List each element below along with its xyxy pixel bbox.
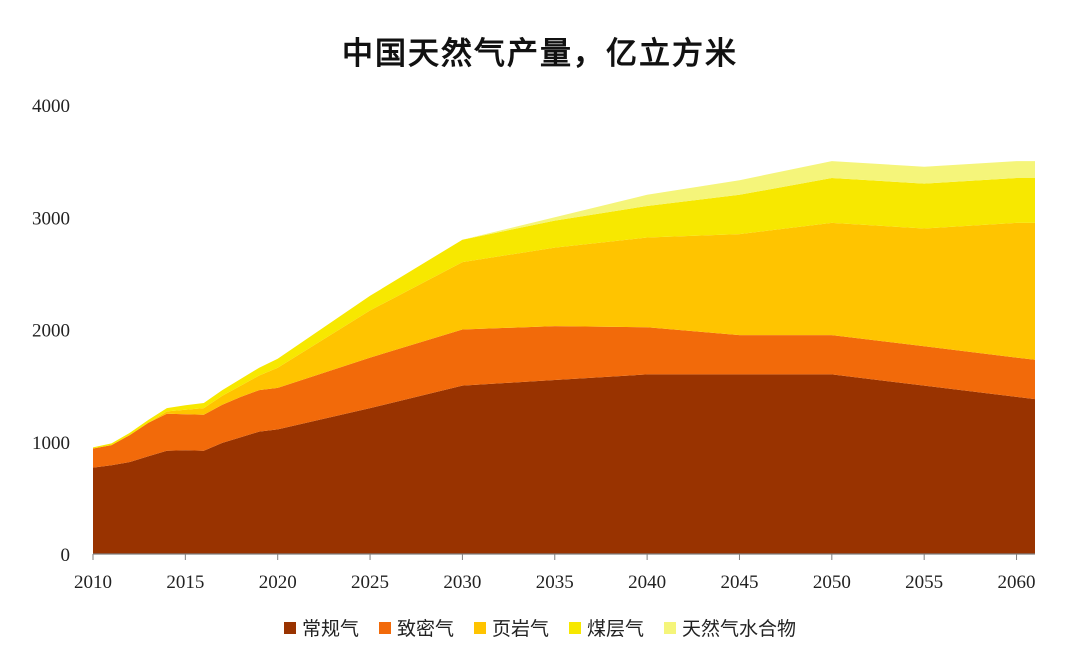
- y-axis-ticks: 0 1000 2000 3000 4000: [32, 96, 70, 566]
- y-tick-label: 1000: [32, 433, 70, 454]
- area-series-3: [93, 178, 1035, 449]
- x-tick-label: 2020: [259, 572, 297, 593]
- x-tick-label: 2060: [998, 572, 1036, 593]
- x-tick-label: 2040: [628, 572, 666, 593]
- y-tick-label: 0: [61, 545, 71, 566]
- area-series-2: [93, 222, 1035, 449]
- legend-item: 天然气水合物: [664, 614, 796, 641]
- x-tick-label: 2035: [536, 572, 574, 593]
- x-tick-label: 2015: [166, 572, 204, 593]
- legend-item: 常规气: [283, 614, 359, 641]
- legend-label: 页岩气: [491, 618, 549, 640]
- x-axis-ticks: 2010 2015 2020 2025 2030 2035 2040 2045 2050 2055…: [74, 554, 1036, 593]
- x-tick-label: 2050: [813, 572, 851, 593]
- chart-title: 中国天然气产量，亿立方米: [342, 36, 738, 72]
- legend-label: 煤层气: [587, 618, 645, 640]
- legend-item: 页岩气: [473, 614, 549, 641]
- legend-swatch: [378, 621, 391, 634]
- x-tick-label: 2045: [720, 572, 758, 593]
- legend-swatch: [283, 621, 296, 634]
- area-series-0: [93, 374, 1035, 554]
- legend-swatch: [473, 621, 486, 634]
- area-series-1: [93, 326, 1035, 468]
- area-series-4: [93, 161, 1035, 448]
- y-tick-label: 4000: [32, 96, 70, 117]
- legend-item: 煤层气: [569, 614, 644, 641]
- legend-label: 致密气: [396, 618, 454, 640]
- legend-swatch: [664, 621, 677, 634]
- legend-label: 天然气水合物: [682, 618, 797, 640]
- y-tick-label: 2000: [32, 321, 70, 342]
- legend-label: 常规气: [301, 618, 359, 640]
- legend-item: 致密气: [378, 614, 454, 641]
- legend-swatch: [569, 621, 581, 634]
- legend: 常规气 致密气 页岩气 煤层气 天然气水合物: [0, 614, 1080, 641]
- x-tick-label: 2010: [74, 572, 112, 593]
- x-tick-label: 2055: [905, 572, 943, 593]
- area-layers: [93, 161, 1035, 554]
- x-tick-label: 2030: [443, 572, 481, 593]
- x-tick-label: 2025: [351, 572, 389, 593]
- y-tick-label: 3000: [32, 208, 70, 229]
